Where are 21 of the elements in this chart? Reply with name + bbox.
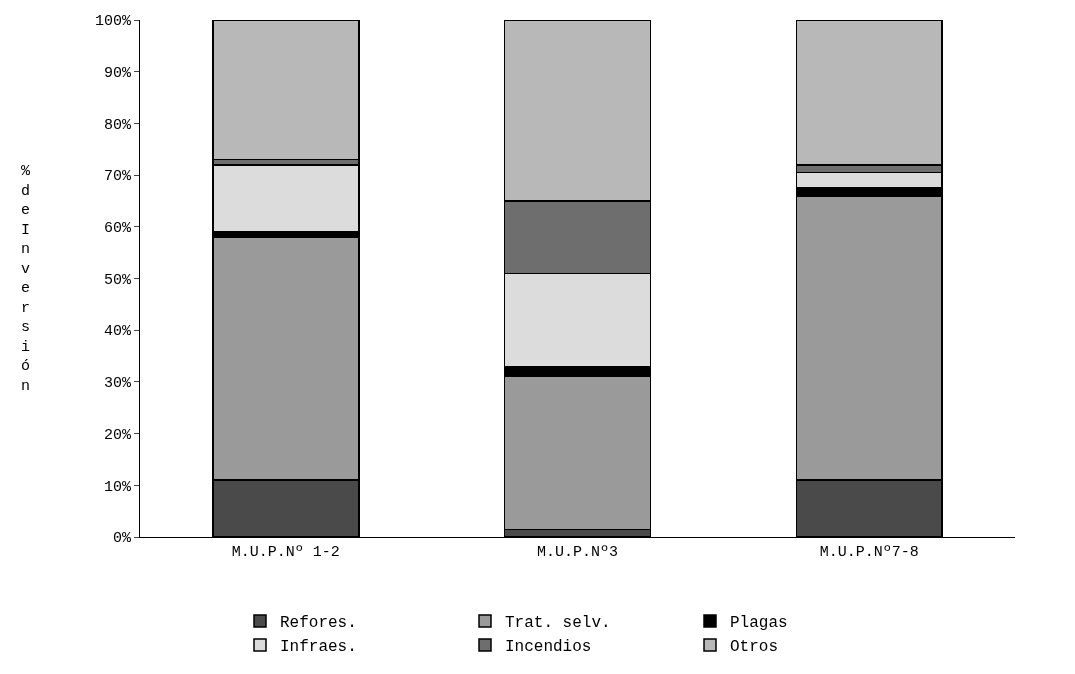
y-tick-label: 60% — [103, 220, 132, 238]
y-tick-label: 70% — [103, 168, 132, 186]
y-tick-label: 40% — [103, 323, 132, 341]
y-tick-label: 100% — [94, 13, 132, 31]
y-tick-label: 90% — [103, 64, 132, 82]
y-tick-label: 20% — [103, 426, 132, 444]
y-tick-label: 30% — [103, 375, 132, 393]
x-tick-label: M.U.P.Nº 1-2 — [231, 544, 340, 561]
x-tick-label: M.U.P.Nº3 — [536, 544, 619, 561]
y-tick-label: 50% — [103, 271, 132, 289]
text: % de Inversión — [21, 163, 31, 395]
y-tick-label: 80% — [103, 116, 132, 134]
legend-label: Incendios — [505, 638, 592, 657]
legend-label: Infraes. — [280, 638, 357, 657]
x-tick-label: M.U.P.Nº7-8 — [819, 544, 919, 561]
legend-label: Plagas — [730, 614, 788, 633]
y-tick-label: 0% — [112, 530, 132, 548]
legend-label: Trat. selv. — [505, 614, 611, 633]
legend-label: Otros — [730, 638, 779, 657]
y-tick-label: 10% — [103, 478, 132, 496]
legend-label: Refores. — [280, 614, 357, 633]
